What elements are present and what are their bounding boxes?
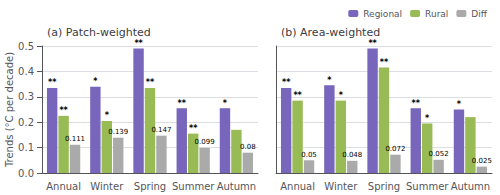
svg-text:Autumn: Autumn	[451, 181, 491, 192]
svg-text:**: **	[178, 99, 187, 108]
svg-text:0.05: 0.05	[301, 151, 317, 159]
svg-text:Annual: Annual	[46, 181, 81, 192]
svg-text:0.147: 0.147	[151, 126, 171, 134]
svg-text:Trends (°C per decade): Trends (°C per decade)	[4, 52, 15, 168]
svg-text:*: *	[93, 77, 98, 86]
svg-text:0.3: 0.3	[18, 91, 34, 102]
svg-text:0.5: 0.5	[18, 41, 34, 52]
svg-text:**: **	[380, 58, 389, 67]
svg-text:*: *	[339, 91, 344, 100]
svg-text:Diff: Diff	[471, 9, 487, 19]
svg-text:Rural: Rural	[425, 9, 448, 19]
svg-text:Summer: Summer	[172, 181, 215, 192]
svg-text:0.1: 0.1	[18, 142, 34, 153]
svg-text:*: *	[223, 99, 228, 108]
svg-text:0.111: 0.111	[65, 135, 85, 143]
svg-text:0.099: 0.099	[195, 138, 215, 146]
svg-text:Spring: Spring	[134, 181, 166, 192]
svg-text:*: *	[457, 100, 462, 109]
svg-text:0.052: 0.052	[429, 150, 449, 158]
svg-text:**: **	[368, 39, 377, 48]
svg-text:0.0: 0.0	[18, 168, 34, 179]
svg-text:0.08: 0.08	[240, 143, 256, 151]
svg-text:0.2: 0.2	[18, 117, 34, 128]
svg-text:**: **	[293, 91, 302, 100]
svg-text:**: **	[59, 106, 68, 115]
svg-text:Winter: Winter	[324, 181, 358, 192]
svg-text:**: **	[48, 78, 57, 87]
svg-text:Autumn: Autumn	[217, 181, 257, 192]
svg-text:(b) Area-weighted: (b) Area-weighted	[281, 26, 380, 39]
svg-text:**: **	[134, 39, 143, 48]
svg-text:**: **	[146, 78, 155, 87]
svg-text:0.139: 0.139	[108, 128, 128, 136]
svg-text:Regional: Regional	[363, 9, 402, 19]
svg-text:**: **	[412, 99, 421, 108]
svg-text:0.072: 0.072	[385, 145, 405, 153]
svg-text:**: **	[189, 124, 198, 133]
svg-text:**: **	[282, 78, 291, 87]
svg-text:*: *	[425, 114, 430, 123]
svg-text:*: *	[327, 76, 332, 85]
svg-text:Summer: Summer	[406, 181, 449, 192]
svg-text:Winter: Winter	[90, 181, 124, 192]
svg-text:Annual: Annual	[280, 181, 315, 192]
svg-text:(a) Patch-weighted: (a) Patch-weighted	[47, 26, 151, 39]
svg-text:*: *	[105, 111, 110, 120]
svg-text:0.048: 0.048	[342, 151, 362, 159]
svg-text:0.025: 0.025	[472, 157, 492, 165]
svg-text:Spring: Spring	[368, 181, 400, 192]
svg-text:0.4: 0.4	[18, 66, 34, 77]
